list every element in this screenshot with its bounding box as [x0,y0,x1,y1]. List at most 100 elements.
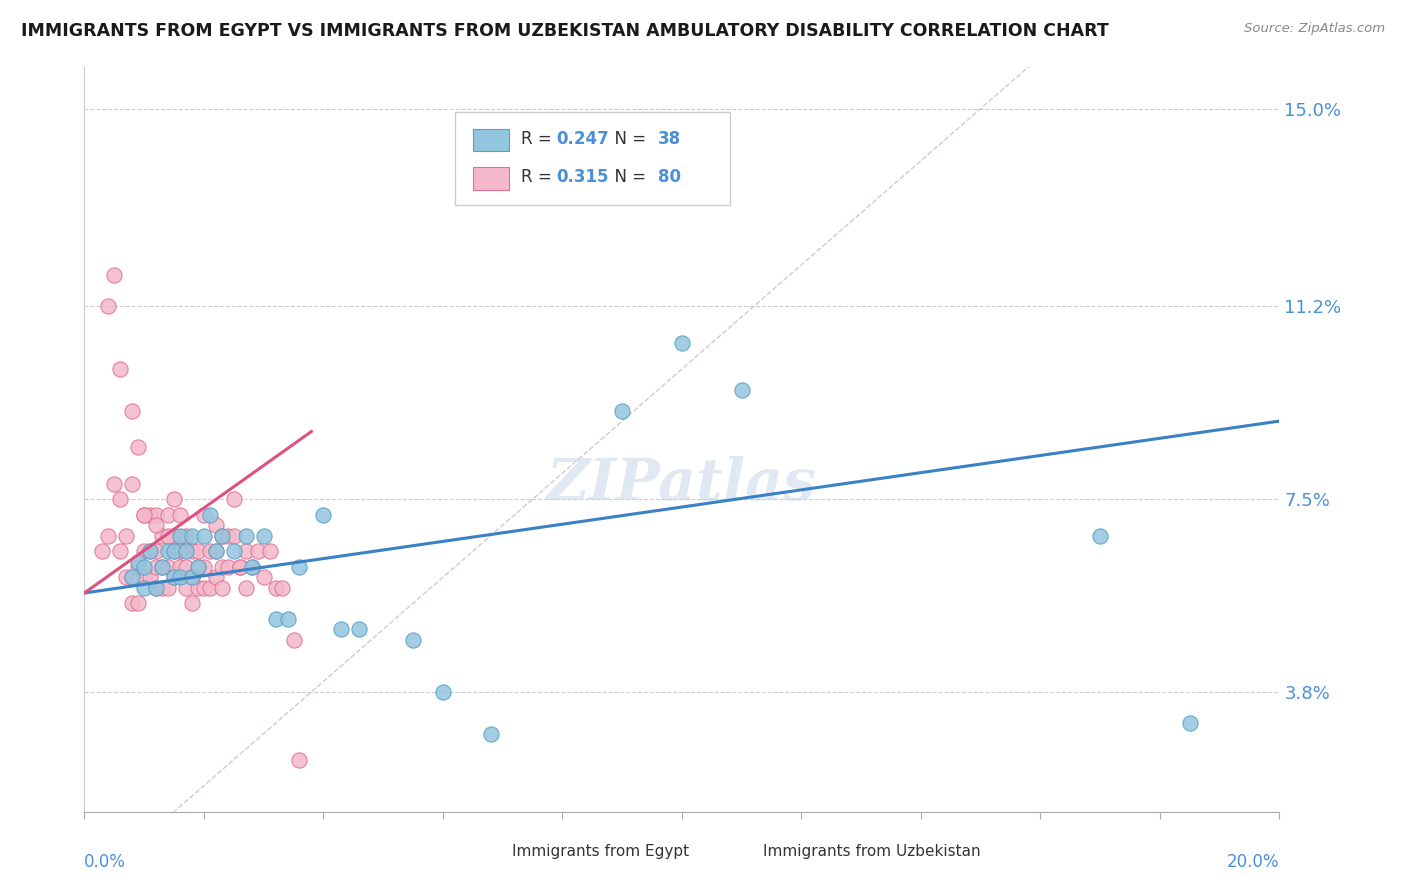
Point [193,560,215,574]
Point [163,492,186,507]
Text: 20.0%: 20.0% [1227,854,1279,871]
Point [163,544,186,558]
Point [270,581,292,595]
Point [228,560,252,574]
Text: ZIPatlas: ZIPatlas [547,456,817,512]
Point [205,544,228,558]
Point [235,544,257,558]
Point [211,529,233,543]
Point [139,508,162,522]
Point [222,492,245,507]
Point [330,623,353,637]
Point [174,560,197,574]
Point [211,529,233,543]
Text: Immigrants from Uzbekistan: Immigrants from Uzbekistan [763,844,981,859]
Point [145,560,167,574]
Point [240,560,263,574]
Point [259,544,281,558]
Point [731,383,754,397]
Point [150,529,173,543]
Text: R =: R = [520,130,557,148]
Point [312,508,335,522]
FancyBboxPatch shape [472,128,509,151]
Point [198,508,221,522]
Point [228,560,252,574]
Point [174,529,197,543]
Point [187,581,209,595]
Point [349,623,371,637]
Point [253,529,276,543]
Point [277,612,299,626]
Point [1090,529,1112,543]
Text: Source: ZipAtlas.com: Source: ZipAtlas.com [1244,22,1385,36]
Point [187,560,209,574]
Point [169,544,191,558]
Point [121,596,143,610]
Point [115,570,138,584]
Point [132,570,156,584]
Point [1178,716,1201,731]
Point [181,596,204,610]
Point [163,570,186,584]
Point [103,268,125,283]
Point [150,560,173,574]
Text: IMMIGRANTS FROM EGYPT VS IMMIGRANTS FROM UZBEKISTAN AMBULATORY DISABILITY CORREL: IMMIGRANTS FROM EGYPT VS IMMIGRANTS FROM… [21,22,1109,40]
FancyBboxPatch shape [472,168,509,190]
Point [127,560,149,574]
Point [217,529,239,543]
Point [181,529,204,543]
Point [211,560,233,574]
Point [222,529,245,543]
Point [612,403,634,417]
Point [121,570,143,584]
Point [211,581,233,595]
Point [169,529,191,543]
Point [115,529,138,543]
Point [187,560,209,574]
Point [205,570,228,584]
Point [157,581,180,595]
Point [181,570,204,584]
Point [198,581,221,595]
Point [288,560,311,574]
Point [97,529,120,543]
Point [139,544,162,558]
Point [150,560,173,574]
Point [283,632,305,647]
Point [139,544,162,558]
Text: 0.247: 0.247 [557,130,609,148]
Point [132,544,156,558]
Point [169,560,191,574]
Point [132,560,156,574]
Point [145,544,167,558]
Point [193,529,215,543]
Point [264,581,287,595]
Point [169,544,191,558]
Point [163,544,186,558]
Point [132,508,156,522]
Point [157,508,180,522]
Point [145,508,167,522]
Point [217,560,239,574]
Text: Immigrants from Egypt: Immigrants from Egypt [512,844,689,859]
FancyBboxPatch shape [479,846,505,862]
Point [157,560,180,574]
Point [103,476,125,491]
Text: 0.315: 0.315 [557,168,609,186]
Text: N =: N = [605,168,651,186]
Text: 0.0%: 0.0% [84,854,127,871]
Point [145,518,167,533]
Point [181,570,204,584]
Point [240,560,263,574]
Point [671,335,693,350]
Point [198,544,221,558]
Point [174,544,197,558]
Point [193,581,215,595]
Point [187,544,209,558]
Point [132,508,156,522]
Text: 38: 38 [658,130,681,148]
Point [193,508,215,522]
Point [432,685,454,699]
Point [145,581,167,595]
FancyBboxPatch shape [730,846,756,862]
